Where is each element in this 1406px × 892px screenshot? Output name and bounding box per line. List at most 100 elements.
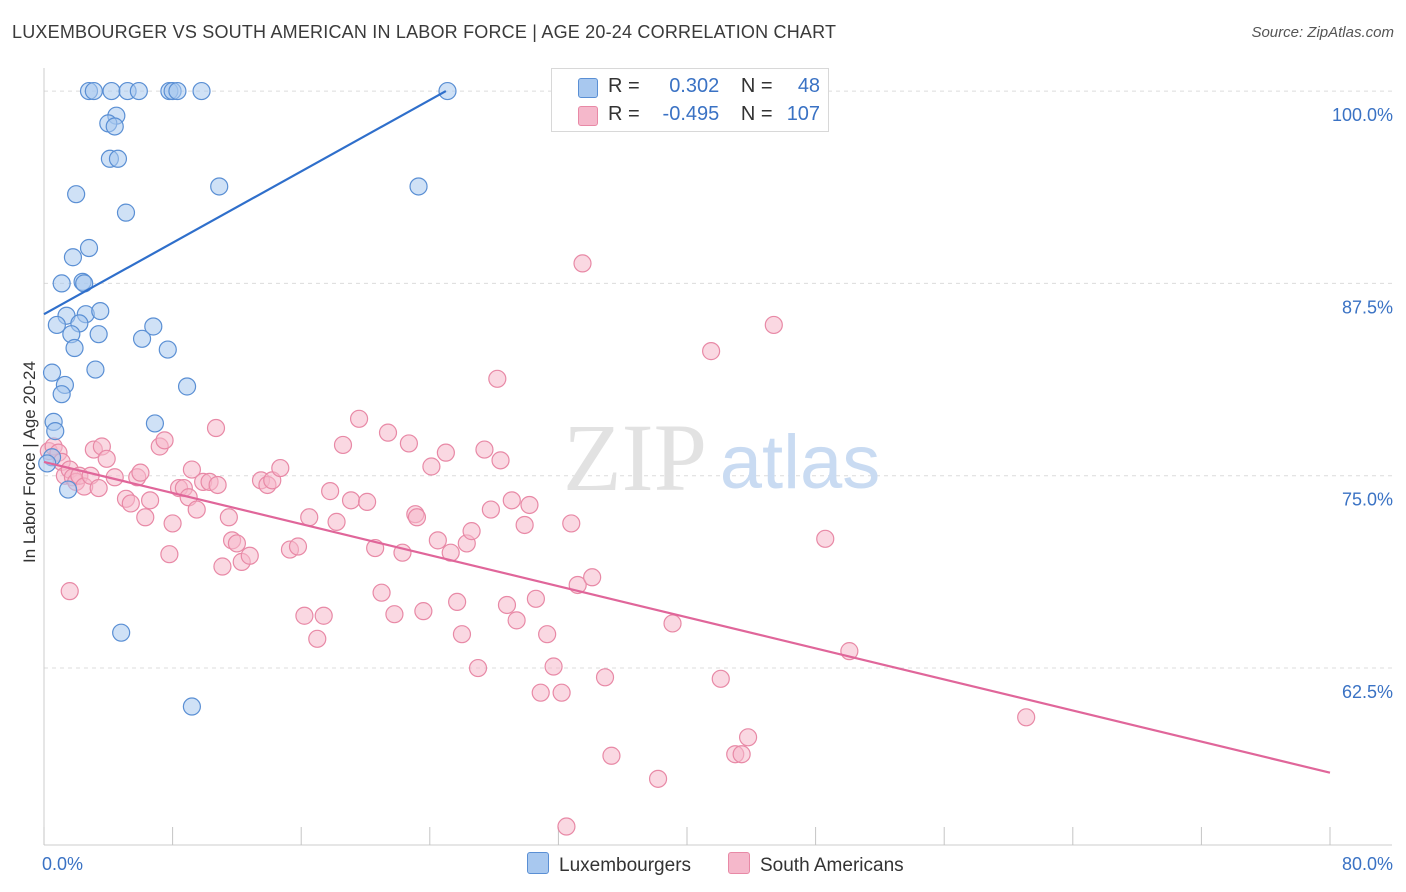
luxembourger-point <box>438 81 457 101</box>
south-american-point <box>327 512 346 531</box>
south-american-point <box>1017 708 1036 727</box>
x-tick-labels: 0.0% 80.0% <box>42 854 1393 874</box>
luxembourger-point <box>84 81 103 101</box>
south-american-point <box>288 537 308 556</box>
south-american-point <box>488 369 507 388</box>
south-american-point <box>557 817 576 836</box>
south-american-point <box>452 625 472 644</box>
legend-label: Luxembourgers <box>559 855 692 876</box>
south-american-point <box>448 592 467 611</box>
south-american-point <box>462 522 481 541</box>
n-value: 48 <box>797 75 821 97</box>
trend-line-south-americans <box>43 460 1331 774</box>
south-american-point <box>538 625 557 644</box>
south-american-point <box>121 494 140 513</box>
south-american-point <box>407 508 427 527</box>
south-american-point <box>663 614 682 633</box>
legend-row-luxembourgers: R = 0.302 N = 48 <box>552 73 828 101</box>
south-american-point <box>738 728 758 747</box>
south-american-point <box>219 508 238 527</box>
luxembourgers-points <box>38 81 457 716</box>
south-american-point <box>481 500 500 519</box>
south-american-point <box>295 606 314 625</box>
south-american-point <box>182 460 201 479</box>
south-american-point <box>764 315 783 335</box>
luxembourger-point <box>210 177 229 196</box>
south-american-point <box>349 409 369 428</box>
luxembourger-point <box>168 81 187 101</box>
south-american-point <box>136 508 155 527</box>
south-american-point <box>711 669 730 688</box>
south-american-point <box>213 557 232 576</box>
grid-lines <box>44 90 1392 669</box>
luxembourger-point <box>47 315 66 335</box>
south-american-point <box>491 451 510 470</box>
y-axis-label: In Labor Force | Age 20-24 <box>20 361 39 563</box>
south-american-point <box>314 606 333 625</box>
south-american-point <box>468 658 488 678</box>
luxembourger-point <box>65 338 84 358</box>
luxembourger-point <box>192 81 211 101</box>
south-american-point <box>60 582 79 601</box>
south-american-point <box>428 531 447 550</box>
luxembourger-point <box>52 385 71 404</box>
south-american-point <box>531 683 550 702</box>
r-value: -0.495 <box>662 103 720 125</box>
south-american-point <box>333 435 353 455</box>
south-american-point <box>562 514 581 533</box>
luxembourger-point <box>59 480 78 499</box>
south-american-point <box>507 611 526 630</box>
luxembourger-point <box>67 185 86 204</box>
south-american-point <box>526 589 545 608</box>
luxembourger-point <box>52 274 71 293</box>
luxembourger-point <box>129 81 148 101</box>
luxembourger-point <box>102 81 121 101</box>
south-american-point <box>372 583 391 602</box>
south-american-point <box>816 529 835 548</box>
south-american-point <box>475 440 494 459</box>
south-american-point <box>497 595 517 615</box>
x-tick-label: 80.0% <box>1342 854 1393 874</box>
legend-row-south-americans: R = -0.495 N = 107 <box>552 101 828 129</box>
n-label: N = <box>740 103 773 125</box>
luxembourger-point <box>89 325 108 344</box>
n-label: N = <box>740 75 773 97</box>
legend-label: South Americans <box>760 855 904 876</box>
south-americans-points <box>39 254 1036 836</box>
south-american-point <box>308 629 327 648</box>
pink-swatch <box>728 852 750 874</box>
south-american-point <box>155 431 174 450</box>
luxembourger-point <box>91 302 110 321</box>
south-american-point <box>583 568 602 587</box>
south-american-point <box>358 492 377 511</box>
luxembourger-point <box>182 697 201 716</box>
south-american-point <box>227 534 246 553</box>
luxembourger-point <box>116 203 136 222</box>
watermark-atlas: atlas <box>720 420 881 505</box>
r-label: R = <box>608 103 640 125</box>
south-american-point <box>602 746 621 765</box>
y-tick-label: 87.5% <box>1342 297 1393 317</box>
south-american-point <box>515 515 534 535</box>
south-american-point <box>341 491 361 510</box>
south-american-point <box>208 475 227 495</box>
south-american-point <box>271 458 290 478</box>
luxembourger-point <box>86 360 105 379</box>
luxembourger-point <box>46 422 65 441</box>
trend-line-luxembourgers <box>43 90 447 316</box>
south-american-point <box>502 491 521 510</box>
trend-lines <box>43 90 1331 774</box>
r-label: R = <box>608 75 640 97</box>
luxembourger-point <box>145 414 165 433</box>
south-american-point <box>414 602 433 621</box>
south-american-point <box>131 463 150 482</box>
legend-item-luxembourgers: Luxembourgers <box>527 852 691 877</box>
south-american-point <box>399 434 419 453</box>
luxembourger-point <box>409 177 428 196</box>
south-american-point <box>206 418 226 438</box>
south-american-point <box>732 745 751 764</box>
south-american-point <box>300 508 319 527</box>
south-american-point <box>595 668 615 687</box>
south-american-point <box>240 546 259 565</box>
